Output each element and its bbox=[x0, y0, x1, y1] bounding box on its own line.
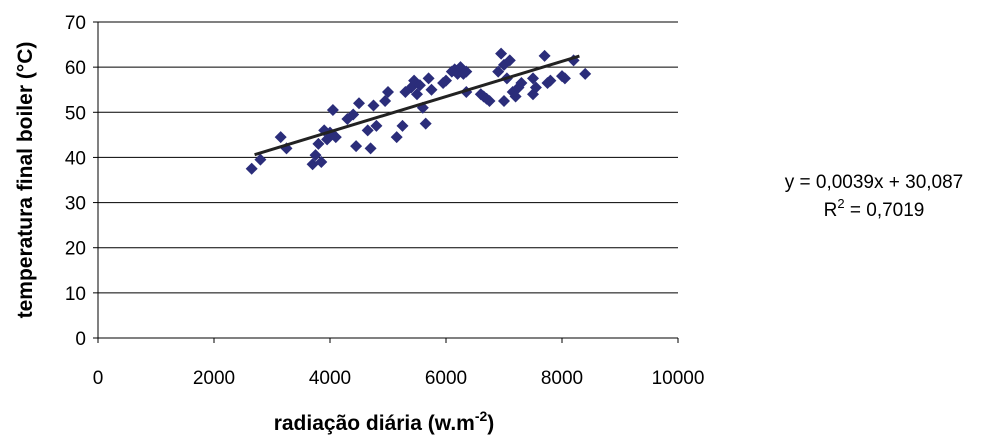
x-tick-label-2000: 2000 bbox=[193, 368, 235, 389]
data-point-32 bbox=[422, 72, 435, 85]
x-tick-label-4000: 4000 bbox=[309, 368, 351, 389]
data-point-12 bbox=[329, 131, 342, 144]
x-axis-title-text: radiação diária (w.m bbox=[274, 412, 475, 435]
y-tick-label-60: 60 bbox=[65, 58, 86, 79]
data-point-52 bbox=[503, 54, 516, 67]
r-squared-label: R2 = 0,7019 bbox=[824, 196, 925, 221]
data-point-0 bbox=[245, 162, 258, 175]
y-tick-label-40: 40 bbox=[65, 148, 86, 169]
data-point-46 bbox=[483, 95, 496, 107]
x-tick-label-8000: 8000 bbox=[541, 368, 583, 389]
data-point-11 bbox=[326, 104, 339, 117]
data-point-24 bbox=[396, 119, 409, 132]
x-tick-label-6000: 6000 bbox=[425, 368, 467, 389]
data-point-16 bbox=[353, 97, 365, 110]
x-tick-label-10000: 10000 bbox=[652, 368, 705, 389]
data-point-48 bbox=[495, 47, 508, 60]
data-point-47 bbox=[492, 65, 505, 78]
data-point-21 bbox=[379, 95, 392, 107]
y-tick-label-0: 0 bbox=[75, 329, 86, 350]
data-point-31 bbox=[419, 117, 432, 130]
r-squared-value: = 0,7019 bbox=[845, 200, 925, 221]
y-tick-label-20: 20 bbox=[65, 239, 86, 260]
data-point-56 bbox=[515, 76, 528, 89]
x-tick-labels: 0 2000 4000 6000 8000 10000 bbox=[93, 338, 705, 389]
data-point-14 bbox=[347, 108, 360, 121]
data-point-17 bbox=[361, 124, 374, 137]
data-point-28 bbox=[411, 88, 423, 101]
trendline-equation: y = 0,0039x + 30,087 bbox=[785, 172, 964, 193]
y-tick-label-10: 10 bbox=[65, 284, 86, 305]
data-point-64 bbox=[558, 72, 571, 85]
x-axis-title-suffix: ) bbox=[487, 412, 494, 435]
data-point-33 bbox=[425, 83, 438, 96]
y-tick-label-30: 30 bbox=[65, 194, 86, 215]
data-point-18 bbox=[364, 142, 377, 155]
data-point-2 bbox=[274, 131, 287, 144]
r-squared-letter: R bbox=[824, 200, 838, 221]
data-point-15 bbox=[350, 140, 363, 153]
data-point-58 bbox=[527, 72, 539, 85]
data-point-41 bbox=[460, 65, 473, 78]
x-tick-label-0: 0 bbox=[93, 368, 104, 389]
data-points bbox=[245, 47, 592, 175]
data-point-4 bbox=[306, 158, 319, 171]
data-point-29 bbox=[413, 79, 426, 92]
data-point-60 bbox=[538, 49, 551, 62]
trendline bbox=[254, 54, 580, 157]
data-point-49 bbox=[498, 95, 510, 107]
data-point-62 bbox=[544, 74, 557, 87]
data-point-1 bbox=[254, 153, 267, 166]
x-axis-title-superscript: -2 bbox=[475, 408, 488, 424]
x-axis-title: radiação diária (w.m-2) bbox=[274, 408, 495, 435]
data-point-19 bbox=[367, 99, 380, 112]
data-point-66 bbox=[579, 67, 592, 80]
data-point-22 bbox=[382, 85, 394, 98]
data-point-7 bbox=[315, 155, 328, 168]
data-point-5 bbox=[309, 149, 322, 162]
y-tick-label-70: 70 bbox=[65, 13, 86, 34]
y-tick-label-50: 50 bbox=[65, 103, 86, 124]
y-tick-labels: 0 10 20 30 40 50 60 70 bbox=[65, 13, 98, 350]
data-point-35 bbox=[440, 74, 452, 87]
data-point-20 bbox=[370, 119, 383, 132]
data-point-59 bbox=[529, 81, 542, 94]
data-point-6 bbox=[312, 137, 325, 150]
r-squared-superscript: 2 bbox=[837, 196, 844, 211]
axes bbox=[97, 22, 678, 339]
data-point-54 bbox=[509, 90, 522, 103]
gridlines bbox=[98, 21, 678, 294]
data-point-23 bbox=[390, 131, 403, 144]
y-axis-title: temperatura final boiler (°C) bbox=[14, 42, 37, 319]
